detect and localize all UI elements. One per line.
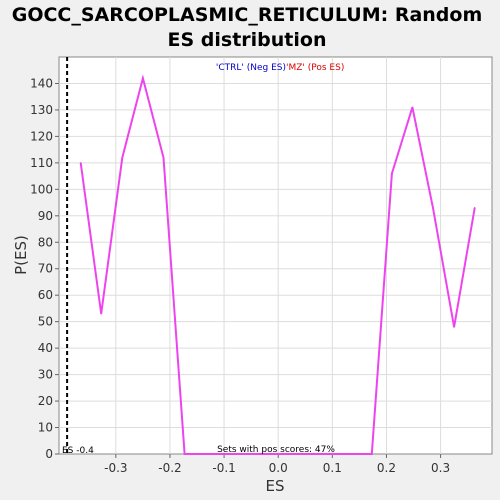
- y-tick-label: 100: [30, 182, 53, 196]
- y-axis-title: P(ES): [12, 235, 30, 275]
- x-tick-label: -0.3: [104, 461, 127, 475]
- data-point: [183, 453, 186, 455]
- y-tick-label: 0: [45, 447, 53, 461]
- y-tick-label: 50: [38, 315, 53, 329]
- y-tick-label: 110: [30, 156, 53, 170]
- y-tick-label: 120: [30, 129, 53, 143]
- y-tick-label: 130: [30, 103, 53, 117]
- x-tick-label: 0.0: [269, 461, 288, 475]
- chart-title-line2: ES distribution: [168, 29, 327, 51]
- y-tick-label: 30: [38, 368, 53, 382]
- y-tick-label: 80: [38, 235, 53, 249]
- x-tick-label: 0.1: [323, 461, 342, 475]
- data-point: [473, 207, 476, 209]
- data-point: [100, 312, 103, 315]
- data-point: [411, 106, 414, 109]
- y-tick-label: 20: [38, 394, 53, 408]
- y-axis-ticks: 0 10 20 30 40 50 60 70 80 90 100 110 120 130 140: [30, 76, 59, 461]
- data-point: [371, 453, 373, 455]
- y-tick-label: 90: [38, 209, 53, 223]
- data-point: [79, 162, 82, 164]
- legend-neg-label: 'CTRL' (Neg ES): [216, 63, 286, 73]
- series-layer: [79, 74, 476, 455]
- x-axis-title: ES: [266, 477, 285, 495]
- x-tick-label: -0.1: [212, 461, 235, 475]
- y-tick-label: 10: [38, 421, 53, 435]
- data-point: [162, 156, 165, 159]
- series-line: [79, 74, 476, 455]
- data-point: [432, 207, 434, 209]
- y-tick-label: 140: [30, 76, 53, 90]
- pos-scores-annotation: Sets with pos scores: 47%: [217, 445, 335, 455]
- y-tick-label: 40: [38, 341, 53, 355]
- x-tick-label: -0.2: [158, 461, 181, 475]
- x-axis-ticks: -0.3 -0.2 -0.1 0.0 0.1 0.2 0.3: [104, 454, 450, 475]
- es-annotation: ES -0.4: [62, 446, 94, 456]
- data-point: [391, 172, 393, 175]
- data-point: [453, 326, 455, 328]
- chart-title-line1: GOCC_SARCOPLASMIC_RETICULUM: Random: [12, 4, 483, 26]
- x-tick-label: 0.2: [377, 461, 396, 475]
- plot-area: [58, 56, 493, 455]
- data-point: [142, 77, 144, 79]
- legend-pos-label: 'MZ' (Pos ES): [286, 63, 344, 73]
- y-tick-label: 70: [38, 262, 53, 276]
- x-tick-label: 0.3: [431, 461, 450, 475]
- grid-lines: [59, 57, 492, 454]
- y-tick-label: 60: [38, 288, 53, 302]
- data-point: [121, 156, 124, 159]
